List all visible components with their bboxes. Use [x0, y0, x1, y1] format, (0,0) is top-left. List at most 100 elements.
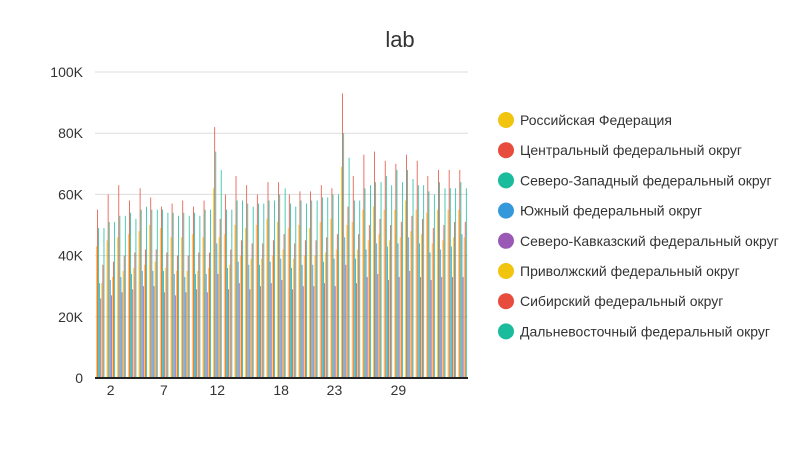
bar[interactable] — [452, 277, 453, 378]
bar[interactable] — [357, 249, 358, 378]
bar[interactable] — [368, 225, 370, 378]
bar[interactable] — [344, 237, 346, 378]
bar[interactable] — [399, 237, 401, 378]
bar[interactable] — [449, 188, 451, 378]
bar[interactable] — [213, 188, 215, 378]
bar[interactable] — [251, 243, 253, 378]
bar[interactable] — [273, 240, 274, 378]
bar[interactable] — [362, 209, 364, 378]
bar[interactable] — [218, 237, 220, 378]
bar[interactable] — [223, 234, 225, 378]
bar[interactable] — [210, 209, 211, 378]
bar[interactable] — [182, 200, 184, 378]
bar[interactable] — [376, 243, 378, 378]
bar[interactable] — [355, 258, 356, 378]
bar[interactable] — [129, 200, 130, 378]
bar[interactable] — [108, 221, 110, 378]
bar[interactable] — [216, 243, 218, 378]
bar[interactable] — [341, 166, 342, 378]
bar[interactable] — [365, 249, 367, 378]
bar[interactable] — [140, 209, 142, 378]
bar[interactable] — [405, 200, 406, 378]
bar[interactable] — [97, 209, 98, 378]
bar[interactable] — [224, 194, 226, 378]
bar[interactable] — [313, 286, 315, 378]
bar[interactable] — [120, 277, 122, 378]
bar[interactable] — [255, 225, 257, 378]
bar[interactable] — [204, 209, 206, 378]
bar[interactable] — [442, 240, 444, 378]
bar[interactable] — [236, 200, 238, 378]
bar[interactable] — [423, 185, 425, 378]
bar[interactable] — [358, 234, 360, 378]
bar[interactable] — [447, 209, 449, 378]
bar[interactable] — [440, 249, 442, 378]
bar[interactable] — [260, 286, 261, 378]
bar[interactable] — [418, 243, 420, 378]
bar[interactable] — [235, 176, 237, 378]
bar[interactable] — [127, 234, 129, 378]
bar[interactable] — [302, 286, 304, 378]
bar[interactable] — [173, 273, 175, 378]
bar[interactable] — [422, 218, 423, 378]
bar[interactable] — [187, 255, 189, 378]
bar[interactable] — [431, 243, 433, 378]
bar[interactable] — [390, 225, 392, 378]
bar[interactable] — [163, 270, 164, 378]
bar[interactable] — [142, 286, 144, 378]
bar[interactable] — [156, 209, 158, 378]
bar[interactable] — [299, 191, 301, 378]
bar[interactable] — [205, 273, 207, 378]
bar[interactable] — [184, 277, 186, 378]
bar[interactable] — [309, 228, 310, 378]
bar[interactable] — [380, 182, 382, 378]
bar[interactable] — [281, 280, 283, 378]
bar[interactable] — [301, 264, 303, 378]
bar[interactable] — [312, 264, 314, 378]
bar[interactable] — [461, 234, 463, 378]
bar[interactable] — [237, 261, 239, 378]
bar[interactable] — [247, 203, 249, 378]
bar[interactable] — [408, 237, 410, 378]
bar[interactable] — [107, 194, 109, 378]
bar[interactable] — [250, 258, 252, 378]
bar[interactable] — [134, 252, 136, 378]
bar[interactable] — [262, 243, 264, 378]
bar[interactable] — [333, 258, 335, 378]
bar[interactable] — [352, 176, 354, 378]
bar[interactable] — [146, 206, 147, 378]
bar[interactable] — [230, 249, 232, 378]
legend-label[interactable]: Российская Федерация — [520, 112, 672, 128]
bar[interactable] — [138, 231, 140, 378]
bar[interactable] — [396, 169, 398, 378]
bar[interactable] — [270, 283, 272, 378]
bar[interactable] — [103, 228, 105, 378]
bar[interactable] — [176, 270, 177, 378]
bar[interactable] — [171, 203, 173, 378]
bar[interactable] — [252, 206, 254, 378]
bar[interactable] — [463, 237, 465, 378]
bar[interactable] — [249, 289, 251, 378]
bar[interactable] — [170, 237, 172, 378]
bar[interactable] — [300, 200, 302, 378]
bar[interactable] — [215, 151, 217, 378]
bar[interactable] — [228, 289, 229, 378]
bar[interactable] — [248, 264, 250, 378]
bar[interactable] — [334, 286, 336, 378]
bar[interactable] — [231, 209, 233, 378]
bar[interactable] — [245, 228, 246, 378]
bar[interactable] — [269, 261, 271, 378]
bar[interactable] — [430, 280, 432, 378]
bar[interactable] — [191, 234, 193, 378]
bar[interactable] — [386, 246, 388, 378]
bar[interactable] — [241, 240, 242, 378]
bar[interactable] — [373, 206, 374, 378]
bar[interactable] — [316, 200, 318, 378]
bar[interactable] — [310, 191, 312, 378]
bar[interactable] — [395, 163, 397, 378]
bar[interactable] — [397, 243, 399, 378]
bar[interactable] — [139, 188, 141, 378]
bar[interactable] — [242, 200, 243, 378]
bar[interactable] — [348, 157, 350, 378]
bar[interactable] — [311, 200, 313, 378]
